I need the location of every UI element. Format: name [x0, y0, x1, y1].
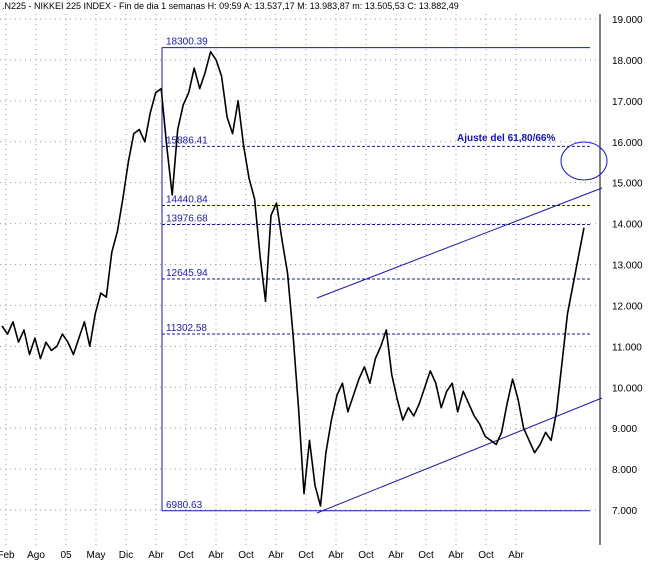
- x-tick-label: Dic: [119, 550, 133, 561]
- annotation-label: Ajuste del 61,80/66%: [457, 133, 555, 144]
- y-tick-label: 10.000: [612, 383, 643, 394]
- channel-lower-line: [316, 397, 603, 514]
- x-tick-label: 05: [60, 550, 72, 561]
- x-tick-label: Abr: [268, 550, 284, 561]
- x-tick-label: Feb: [0, 550, 15, 561]
- x-tick-label: Oct: [358, 550, 374, 561]
- fib-level-label: 6980.63: [166, 500, 203, 511]
- channel-upper-line: [316, 187, 603, 299]
- fib-level-label: 12645.94: [166, 268, 208, 279]
- x-tick-label: Abr: [448, 550, 464, 561]
- x-tick-label: Oct: [238, 550, 254, 561]
- target-ellipse: [560, 141, 608, 181]
- fib-level-label: 13976.68: [166, 214, 208, 225]
- chart-title: .N225 - NIKKEI 225 INDEX - Fin de dia 1 …: [2, 1, 459, 11]
- x-tick-label: Abr: [208, 550, 224, 561]
- y-tick-label: 13.000: [612, 261, 643, 272]
- y-tick-label: 16.000: [612, 138, 643, 149]
- x-tick-label: Abr: [328, 550, 344, 561]
- x-tick-label: Oct: [298, 550, 314, 561]
- y-tick-label: 8.000: [612, 465, 637, 476]
- y-tick-label: 17.000: [612, 97, 643, 108]
- y-tick-label: 15.000: [612, 179, 643, 190]
- x-tick-label: Abr: [148, 550, 164, 561]
- x-tick-label: Abr: [508, 550, 524, 561]
- x-tick-label: Ago: [27, 550, 45, 561]
- x-tick-label: May: [87, 550, 106, 561]
- y-tick-label: 19.000: [612, 15, 643, 26]
- y-tick-label: 7.000: [612, 506, 637, 517]
- y-tick-label: 11.000: [612, 342, 642, 353]
- x-tick-label: Abr: [388, 550, 404, 561]
- x-tick-label: Oct: [178, 550, 194, 561]
- y-tick-label: 14.000: [612, 220, 643, 231]
- fib-level-label: 18300.39: [166, 37, 208, 48]
- x-tick-label: Oct: [418, 550, 434, 561]
- y-tick-label: 9.000: [612, 424, 637, 435]
- fib-level-label: 11302.58: [166, 323, 207, 334]
- y-tick-label: 12.000: [612, 301, 643, 312]
- x-tick-label: Oct: [478, 550, 494, 561]
- fib-level-label: 14440.84: [166, 195, 208, 206]
- price-series-line: [1, 50, 585, 507]
- fib-level-label: 15886.41: [166, 135, 208, 146]
- y-tick-label: 18.000: [612, 56, 643, 67]
